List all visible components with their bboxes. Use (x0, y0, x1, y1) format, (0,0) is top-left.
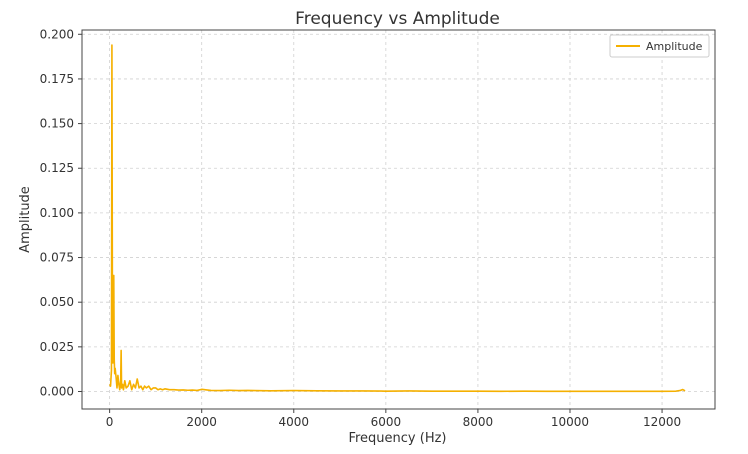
y-tick-label: 0.000 (40, 384, 74, 398)
grid (82, 30, 715, 409)
x-tick-label: 8000 (463, 415, 494, 429)
x-tick-label: 2000 (186, 415, 217, 429)
series-layer (108, 44, 686, 393)
chart-title: Frequency vs Amplitude (295, 9, 500, 29)
x-tick-label: 6000 (371, 415, 402, 429)
legend-box (609, 34, 710, 58)
y-tick-label: 0.125 (40, 161, 74, 175)
series-line-amplitude (108, 44, 686, 393)
y-tick-label: 0.200 (40, 27, 74, 41)
y-tick-label: 0.050 (40, 295, 74, 309)
y-tick-label: 0.100 (40, 206, 74, 220)
x-tick-label: 12000 (643, 415, 681, 429)
x-axis-label: Frequency (Hz) (348, 431, 446, 446)
legend: Amplitude (609, 34, 710, 58)
x-tick-label: 0 (106, 415, 114, 429)
x-tick-label: 4000 (278, 415, 309, 429)
y-tick-label: 0.075 (40, 251, 74, 265)
x-axis-ticks: 0 2000 4000 6000 8000 10000 12000 (106, 409, 681, 429)
plot-frame (81, 29, 716, 410)
y-axis-ticks: 0.000 0.025 0.050 0.075 0.100 0.125 0.150 0.175… (40, 27, 82, 398)
y-tick-label: 0.025 (40, 340, 74, 354)
y-axis-label: Amplitude (18, 186, 33, 253)
x-tick-label: 10000 (551, 415, 589, 429)
legend-label: Amplitude (646, 40, 703, 53)
y-tick-label: 0.175 (40, 72, 74, 86)
y-tick-label: 0.150 (40, 117, 74, 131)
